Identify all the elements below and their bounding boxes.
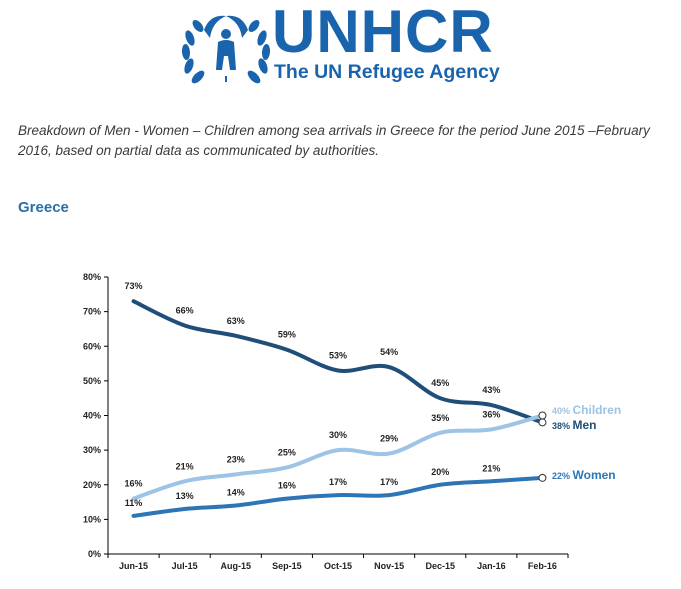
data-label-children: 23% — [227, 454, 245, 464]
data-label-women: 13% — [176, 491, 194, 501]
y-tick-label: 0% — [88, 549, 101, 559]
data-label-women: 20% — [431, 467, 449, 477]
x-tick-label: Feb-16 — [528, 561, 557, 571]
region-title: Greece — [18, 199, 69, 216]
end-label-children: 40% Children — [552, 403, 621, 417]
data-label-children: 21% — [176, 461, 194, 471]
data-label-women: 14% — [227, 488, 245, 498]
data-label-women: 21% — [482, 463, 500, 473]
end-marker-children — [538, 411, 547, 420]
data-label-men: 43% — [482, 385, 500, 395]
x-tick-label: Aug-15 — [221, 561, 252, 571]
series-line-women — [131, 475, 545, 518]
data-label-men: 59% — [278, 330, 296, 340]
y-tick-label: 60% — [83, 341, 101, 351]
chart-caption: Breakdown of Men - Women – Children amon… — [18, 123, 650, 158]
y-tick-label: 20% — [83, 480, 101, 490]
data-label-children: 30% — [329, 430, 347, 440]
y-tick-label: 30% — [83, 445, 101, 455]
data-label-children: 25% — [278, 447, 296, 457]
data-label-children: 29% — [380, 434, 398, 444]
data-label-children: 36% — [482, 409, 500, 419]
data-label-men: 53% — [329, 350, 347, 360]
y-tick-label: 80% — [83, 272, 101, 282]
y-tick-label: 70% — [83, 307, 101, 317]
data-label-men: 63% — [227, 316, 245, 326]
x-tick-label: Sep-15 — [272, 561, 302, 571]
x-tick-label: Dec-15 — [425, 561, 455, 571]
data-label-women: 17% — [380, 477, 398, 487]
data-label-children: 35% — [431, 413, 449, 423]
org-name: UNHCR — [272, 0, 494, 65]
y-tick-label: 10% — [83, 514, 101, 524]
x-tick-label: Jun-15 — [119, 561, 148, 571]
data-label-women: 16% — [278, 481, 296, 491]
data-label-men: 54% — [380, 347, 398, 357]
unhcr-emblem — [181, 15, 271, 84]
data-label-men: 73% — [125, 281, 143, 291]
x-tick-label: Jul-15 — [172, 561, 198, 571]
end-label-men: 38% Men — [552, 418, 597, 432]
end-marker-men — [538, 418, 547, 427]
y-tick-label: 50% — [83, 376, 101, 386]
x-tick-label: Nov-15 — [374, 561, 404, 571]
data-label-women: 11% — [125, 498, 143, 508]
y-tick-label: 40% — [83, 411, 101, 421]
x-tick-label: Jan-16 — [477, 561, 506, 571]
end-marker-women — [538, 473, 547, 482]
end-label-women: 22% Women — [552, 468, 616, 482]
x-tick-label: Oct-15 — [324, 561, 352, 571]
data-label-women: 17% — [329, 477, 347, 487]
series-line-men — [131, 299, 545, 425]
data-label-men: 66% — [176, 305, 194, 315]
org-tagline: The UN Refugee Agency — [274, 61, 500, 83]
data-label-men: 45% — [431, 378, 449, 388]
series-line-children — [131, 413, 545, 501]
data-label-children: 16% — [125, 479, 143, 489]
